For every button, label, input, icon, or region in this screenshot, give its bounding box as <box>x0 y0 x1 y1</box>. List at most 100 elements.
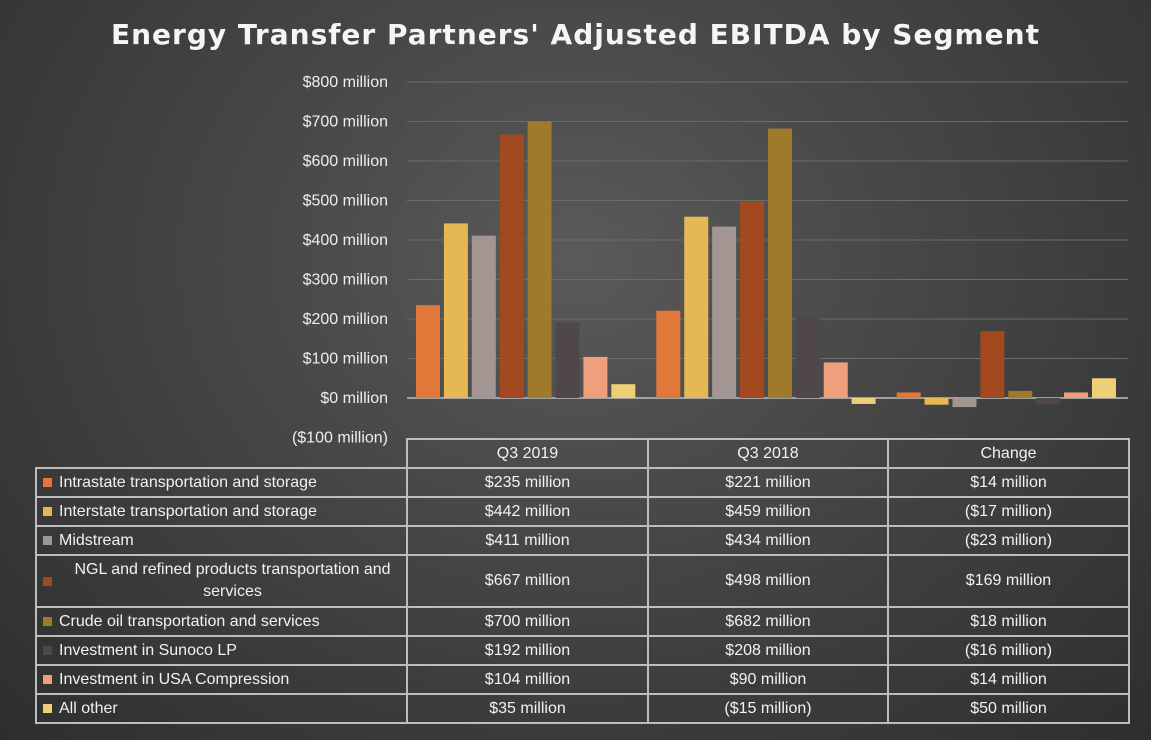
value-cell: $35 million <box>406 693 649 724</box>
value-cell: ($16 million) <box>887 635 1130 666</box>
value-cell: $434 million <box>647 525 889 556</box>
table-body: Intrastate transportation and storage $23… <box>35 467 1130 724</box>
bar <box>656 310 681 398</box>
value-cell: $682 million <box>647 606 889 637</box>
table-row: Investment in USA Compression $104 millio… <box>35 664 1130 695</box>
value-cell: $192 million <box>406 635 649 666</box>
y-tick-label: $500 million <box>303 193 388 210</box>
y-tick-label: $600 million <box>303 153 388 170</box>
value-cell: $104 million <box>406 664 649 695</box>
series-label-cell: Investment in Sunoco LP <box>35 635 408 666</box>
series-name: Investment in USA Compression <box>59 670 290 688</box>
bar <box>851 398 876 404</box>
value-cell: $18 million <box>887 606 1130 637</box>
y-tick-label: $400 million <box>303 232 388 249</box>
series-name: Midstream <box>59 531 134 549</box>
legend-swatch <box>43 704 52 713</box>
series-label-cell: Interstate transportation and storage <box>35 496 408 527</box>
series-label-cell: All other <box>35 693 408 724</box>
y-axis-tick-labels: $800 million $700 million $600 million $500… <box>292 74 388 447</box>
value-cell: $411 million <box>406 525 649 556</box>
bar <box>1036 398 1061 405</box>
value-cell: $235 million <box>406 467 649 498</box>
table-row: Midstream $411 million $434 million ($23 mi… <box>35 525 1130 556</box>
table-row: Investment in Sunoco LP $192 million $208 … <box>35 635 1130 666</box>
table-row: All other $35 million ($15 million) $50 mil… <box>35 693 1130 724</box>
column-header: Q3 2019 <box>406 438 649 469</box>
bar <box>499 134 524 398</box>
bar <box>896 392 921 398</box>
bar <box>795 315 820 398</box>
column-header: Q3 2018 <box>647 438 889 469</box>
bar <box>924 398 949 405</box>
value-cell: $14 million <box>887 664 1130 695</box>
value-cell: $14 million <box>887 467 1130 498</box>
bar <box>471 235 496 398</box>
value-cell: $442 million <box>406 496 649 527</box>
bar <box>527 121 552 398</box>
bar <box>952 398 977 408</box>
bar <box>416 305 440 398</box>
y-tick-label: $700 million <box>303 114 388 131</box>
value-cell: ($23 million) <box>887 525 1130 556</box>
series-name: Interstate transportation and storage <box>59 502 317 520</box>
bar <box>1064 392 1089 398</box>
value-cell: $700 million <box>406 606 649 637</box>
legend-swatch <box>43 617 52 626</box>
bars <box>416 121 1116 408</box>
y-tick-label: $300 million <box>303 272 388 289</box>
table-corner-cell <box>36 439 408 469</box>
series-name: All other <box>59 699 118 717</box>
y-tick-label: $800 million <box>303 74 388 91</box>
legend-swatch <box>43 536 52 545</box>
value-cell: $169 million <box>887 554 1130 608</box>
value-cell: ($15 million) <box>647 693 889 724</box>
table-row: Intrastate transportation and storage $23… <box>35 467 1130 498</box>
series-name: Intrastate transportation and storage <box>59 473 317 491</box>
bar <box>823 362 848 398</box>
series-label-cell: NGL and refined products transportation … <box>35 554 408 608</box>
legend-swatch <box>43 507 52 516</box>
series-label-cell: Intrastate transportation and storage <box>35 467 408 498</box>
value-cell: $221 million <box>647 467 889 498</box>
value-cell: $498 million <box>647 554 889 608</box>
y-tick-label: $200 million <box>303 311 388 328</box>
bar <box>1091 378 1116 398</box>
value-cell: $90 million <box>647 664 889 695</box>
series-name: Crude oil transportation and services <box>59 612 320 630</box>
legend-swatch <box>43 675 52 684</box>
value-cell: $50 million <box>887 693 1130 724</box>
legend-swatch <box>43 576 52 586</box>
table-row: Crude oil transportation and services $70… <box>35 606 1130 637</box>
series-name: NGL and refined products transportation … <box>74 561 391 600</box>
table-header-row: Q3 2019 Q3 2018 Change <box>36 438 1130 469</box>
data-table: Q3 2019 Q3 2018 Change Intrastate transpor… <box>35 438 1130 724</box>
table-row: Interstate transportation and storage $44… <box>35 496 1130 527</box>
value-cell: $667 million <box>406 554 649 608</box>
value-cell: $459 million <box>647 496 889 527</box>
column-header: Change <box>887 438 1130 469</box>
legend-swatch <box>43 478 52 487</box>
bar <box>555 322 580 398</box>
bar <box>583 356 608 398</box>
series-label-cell: Investment in USA Compression <box>35 664 408 695</box>
chart-title: Energy Transfer Partners' Adjusted EBITD… <box>111 18 1040 51</box>
bar <box>712 226 737 398</box>
value-cell: ($17 million) <box>887 496 1130 527</box>
bar <box>1008 390 1033 398</box>
series-label-cell: Midstream <box>35 525 408 556</box>
series-label-cell: Crude oil transportation and services <box>35 606 408 637</box>
table-row: NGL and refined products transportation … <box>35 554 1130 608</box>
bar <box>980 331 1005 398</box>
bar <box>740 201 765 398</box>
bar <box>767 128 792 399</box>
y-tick-label: $0 million <box>320 390 388 407</box>
series-name: Investment in Sunoco LP <box>59 641 237 659</box>
legend-swatch <box>43 646 52 655</box>
gridlines <box>407 81 1128 399</box>
bar <box>684 216 709 398</box>
value-cell: $208 million <box>647 635 889 666</box>
bar <box>443 223 468 398</box>
y-tick-label: $100 million <box>303 351 388 368</box>
